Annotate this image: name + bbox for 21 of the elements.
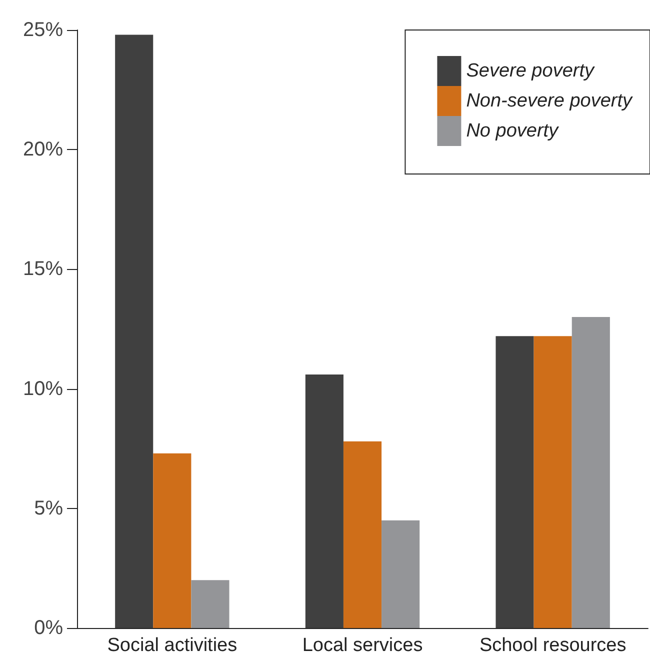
y-tick-label: 20% [22, 138, 64, 161]
bar [572, 317, 610, 628]
bar [153, 453, 192, 628]
x-tick-label: Social activities [107, 635, 238, 656]
bar [382, 520, 420, 628]
legend-label: Severe poverty [466, 60, 596, 82]
legend-label: No poverty [466, 120, 560, 142]
y-tick-label: 0% [34, 617, 64, 639]
bar [191, 580, 230, 628]
bar [305, 374, 344, 628]
bar [496, 336, 534, 628]
bar [115, 34, 154, 628]
y-tick-label: 5% [34, 497, 64, 520]
y-tick-label: 10% [22, 378, 64, 400]
y-tick-label: 15% [22, 258, 64, 280]
y-tick-label: 25% [22, 19, 64, 41]
bar [534, 336, 572, 628]
bar [343, 441, 382, 628]
x-tick-label: Local services [302, 635, 423, 656]
x-tick-label: School resources [479, 635, 626, 656]
legend-label: Non-severe poverty [466, 90, 634, 112]
